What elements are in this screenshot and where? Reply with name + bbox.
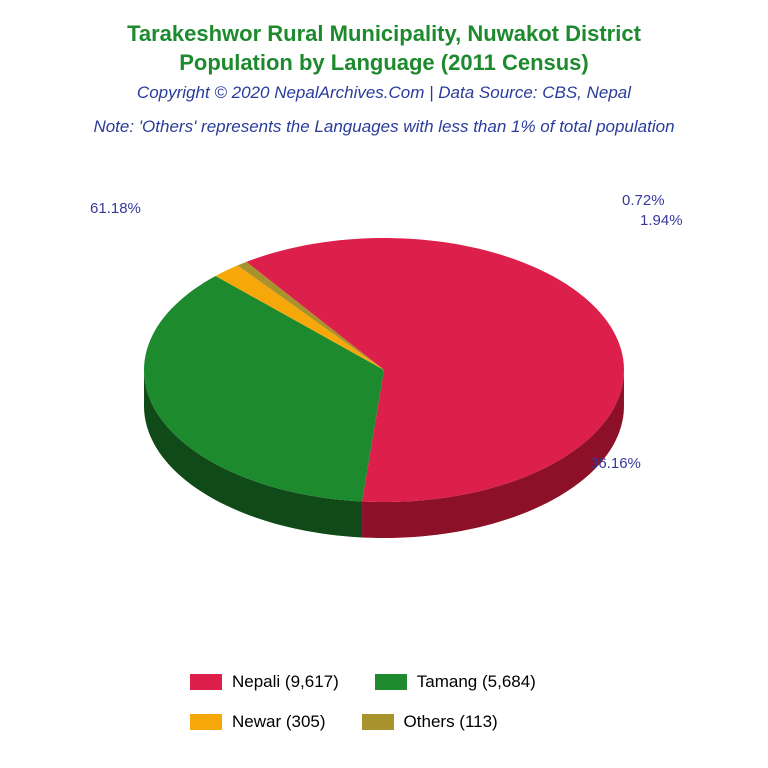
legend-item-3: Others (113) [362, 712, 498, 732]
chart-copyright: Copyright © 2020 NepalArchives.Com | Dat… [93, 83, 674, 103]
legend-label-1: Tamang (5,684) [417, 672, 536, 692]
legend-swatch-0 [190, 674, 222, 690]
legend-label-2: Newar (305) [232, 712, 326, 732]
legend-item-1: Tamang (5,684) [375, 672, 536, 692]
legend-label-3: Others (113) [404, 712, 498, 732]
title-line-2: Population by Language (2011 Census) [179, 50, 589, 75]
legend: Nepali (9,617) Tamang (5,684) Newar (305) O… [20, 658, 748, 758]
pie-chart-area [20, 137, 748, 658]
legend-item-0: Nepali (9,617) [190, 672, 339, 692]
chart-title: Tarakeshwor Rural Municipality, Nuwakot … [93, 20, 674, 77]
legend-label-0: Nepali (9,617) [232, 672, 339, 692]
chart-note: Note: 'Others' represents the Languages … [93, 117, 674, 137]
title-line-1: Tarakeshwor Rural Municipality, Nuwakot … [127, 21, 641, 46]
legend-swatch-1 [375, 674, 407, 690]
legend-swatch-2 [190, 714, 222, 730]
header-block: Tarakeshwor Rural Municipality, Nuwakot … [93, 20, 674, 137]
chart-container: Tarakeshwor Rural Municipality, Nuwakot … [0, 0, 768, 768]
legend-swatch-3 [362, 714, 394, 730]
legend-item-2: Newar (305) [190, 712, 326, 732]
pie-chart-svg [104, 218, 664, 578]
